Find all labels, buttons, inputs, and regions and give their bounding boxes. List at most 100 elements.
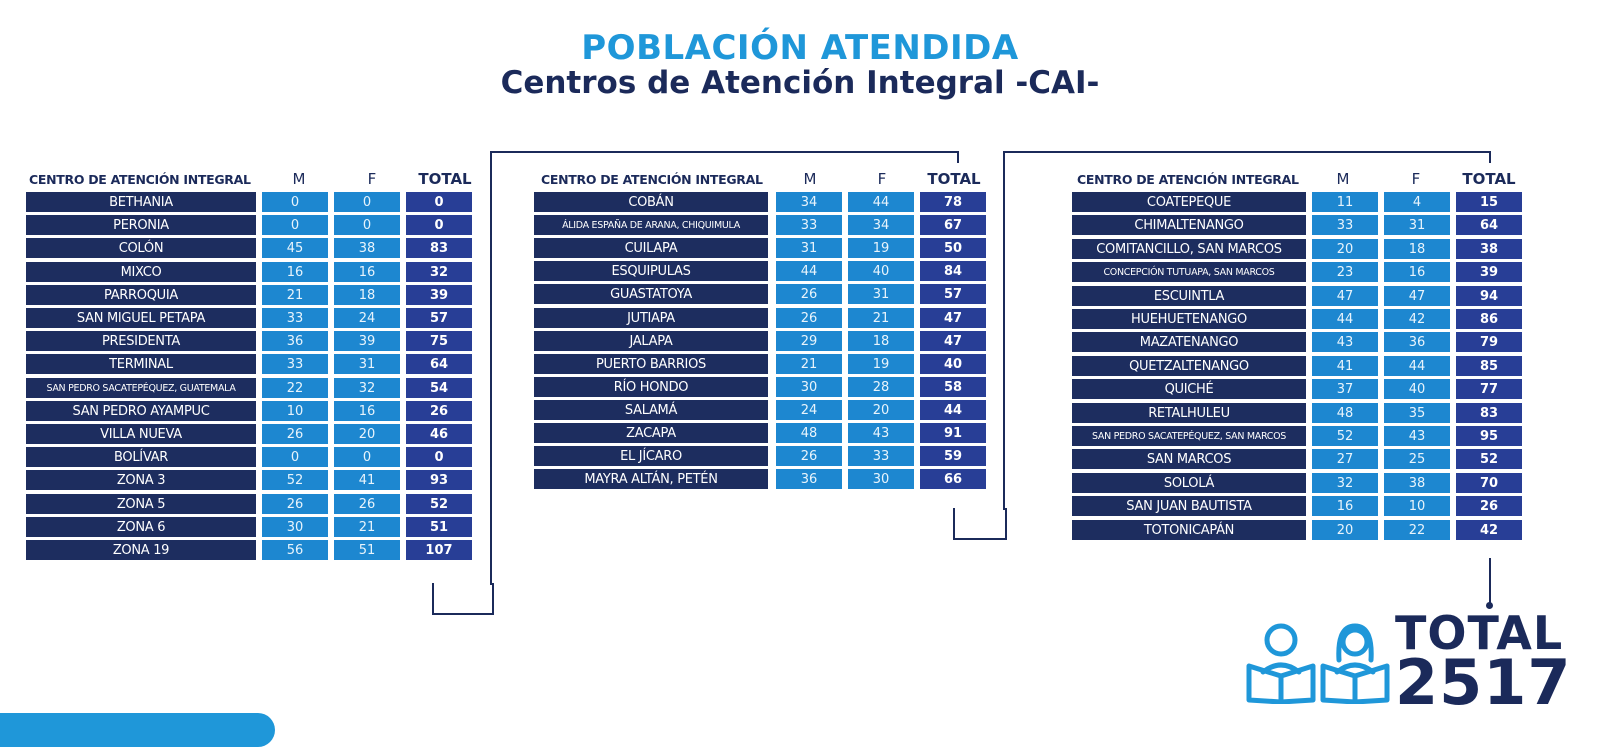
female-count: 25 (1384, 449, 1450, 469)
center-name: COATEPEQUE (1072, 192, 1306, 212)
female-count: 38 (1384, 473, 1450, 493)
center-name: GUASTATOYA (534, 284, 768, 304)
female-count: 39 (334, 331, 400, 351)
female-count: 16 (1384, 262, 1450, 282)
female-count: 35 (1384, 403, 1450, 423)
center-name: SOLOLÁ (1072, 473, 1306, 493)
female-count: 19 (848, 354, 914, 374)
female-count: 18 (848, 331, 914, 351)
male-count: 26 (262, 494, 328, 514)
male-count: 36 (776, 469, 842, 489)
row-total: 47 (920, 331, 986, 351)
row-total: 39 (406, 285, 472, 305)
center-name: ESQUIPULAS (534, 261, 768, 281)
male-count: 31 (776, 238, 842, 258)
female-count: 30 (848, 469, 914, 489)
center-name: SAN PEDRO SACATEPÉQUEZ, SAN MARCOS (1072, 426, 1306, 446)
row-total: 57 (406, 308, 472, 328)
row-total: 40 (920, 354, 986, 374)
female-count: 34 (848, 215, 914, 235)
center-name: BOLÍVAR (26, 447, 256, 467)
female-count: 21 (334, 517, 400, 537)
male-count: 33 (262, 308, 328, 328)
center-name: SAN JUAN BAUTISTA (1072, 496, 1306, 516)
row-total: 51 (406, 517, 472, 537)
row-total: 84 (920, 261, 986, 281)
column-header-total: TOTAL (1462, 170, 1516, 188)
male-count: 11 (1312, 192, 1378, 212)
male-count: 0 (262, 192, 328, 212)
row-total: 86 (1456, 309, 1522, 329)
female-count: 18 (1384, 239, 1450, 259)
male-count: 33 (262, 354, 328, 374)
female-count: 40 (848, 261, 914, 281)
center-name: SAN MIGUEL PETAPA (26, 308, 256, 328)
girl-reading-icon (1320, 623, 1390, 704)
male-count: 23 (1312, 262, 1378, 282)
female-count: 16 (334, 262, 400, 282)
center-name: SAN PEDRO AYAMPUC (26, 401, 256, 421)
connector-line (432, 583, 494, 615)
female-count: 4 (1384, 192, 1450, 212)
row-total: 42 (1456, 520, 1522, 540)
male-count: 20 (1312, 520, 1378, 540)
accent-pill (0, 713, 275, 747)
female-count: 24 (334, 308, 400, 328)
male-count: 43 (1312, 332, 1378, 352)
female-count: 38 (334, 238, 400, 258)
female-count: 28 (848, 377, 914, 397)
center-name: EL JÍCARO (534, 446, 768, 466)
row-total: 78 (920, 192, 986, 212)
male-count: 16 (1312, 496, 1378, 516)
connector-line (1489, 151, 1491, 163)
grand-total-value: 2517 (1395, 646, 1572, 719)
male-count: 37 (1312, 379, 1378, 399)
title-block: POBLACIÓN ATENDIDA Centros de Atención I… (0, 30, 1600, 100)
row-total: 77 (1456, 379, 1522, 399)
column-header-f: F (367, 170, 377, 188)
row-total: 0 (406, 447, 472, 467)
center-name: JALAPA (534, 331, 768, 351)
female-count: 10 (1384, 496, 1450, 516)
center-name: SAN PEDRO SACATEPÉQUEZ, GUATEMALA (26, 378, 256, 398)
row-total: 0 (406, 192, 472, 212)
center-name: PUERTO BARRIOS (534, 354, 768, 374)
male-count: 33 (1312, 215, 1378, 235)
female-count: 21 (848, 308, 914, 328)
center-name: MIXCO (26, 262, 256, 282)
male-count: 52 (1312, 426, 1378, 446)
male-count: 32 (1312, 473, 1378, 493)
male-count: 56 (262, 540, 328, 560)
page-subtitle: Centros de Atención Integral -CAI- (500, 65, 1100, 101)
column-header-center: CENTRO DE ATENCIÓN INTEGRAL (541, 171, 763, 187)
row-total: 107 (406, 540, 472, 560)
female-count: 44 (848, 192, 914, 212)
male-count: 24 (776, 400, 842, 420)
column-header-total: TOTAL (927, 170, 981, 188)
male-count: 26 (262, 424, 328, 444)
row-total: 54 (406, 378, 472, 398)
female-count: 31 (848, 284, 914, 304)
female-count: 19 (848, 238, 914, 258)
row-total: 57 (920, 284, 986, 304)
center-name: TOTONICAPÁN (1072, 520, 1306, 540)
female-count: 0 (334, 215, 400, 235)
female-count: 18 (334, 285, 400, 305)
female-count: 47 (1384, 286, 1450, 306)
female-count: 31 (334, 354, 400, 374)
row-total: 95 (1456, 426, 1522, 446)
male-count: 47 (1312, 286, 1378, 306)
column-header-f: F (1411, 170, 1421, 188)
row-total: 93 (406, 470, 472, 490)
center-name: CONCEPCIÓN TUTUAPA, SAN MARCOS (1072, 262, 1306, 282)
male-count: 0 (262, 447, 328, 467)
female-count: 0 (334, 192, 400, 212)
center-name: ZONA 3 (26, 470, 256, 490)
center-name: ZONA 5 (26, 494, 256, 514)
female-count: 31 (1384, 215, 1450, 235)
row-total: 32 (406, 262, 472, 282)
female-count: 20 (334, 424, 400, 444)
male-count: 48 (776, 423, 842, 443)
male-count: 45 (262, 238, 328, 258)
row-total: 70 (1456, 473, 1522, 493)
